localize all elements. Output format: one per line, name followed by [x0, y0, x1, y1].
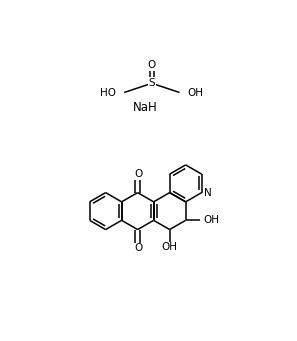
Text: S: S: [148, 78, 155, 88]
Text: OH: OH: [203, 215, 219, 225]
Text: O: O: [134, 169, 143, 179]
Text: HO: HO: [100, 88, 116, 98]
Text: OH: OH: [162, 242, 178, 252]
Text: OH: OH: [187, 88, 203, 98]
Text: O: O: [134, 243, 143, 253]
Text: N: N: [204, 188, 212, 198]
Text: NaH: NaH: [132, 101, 157, 114]
Text: O: O: [148, 60, 156, 70]
